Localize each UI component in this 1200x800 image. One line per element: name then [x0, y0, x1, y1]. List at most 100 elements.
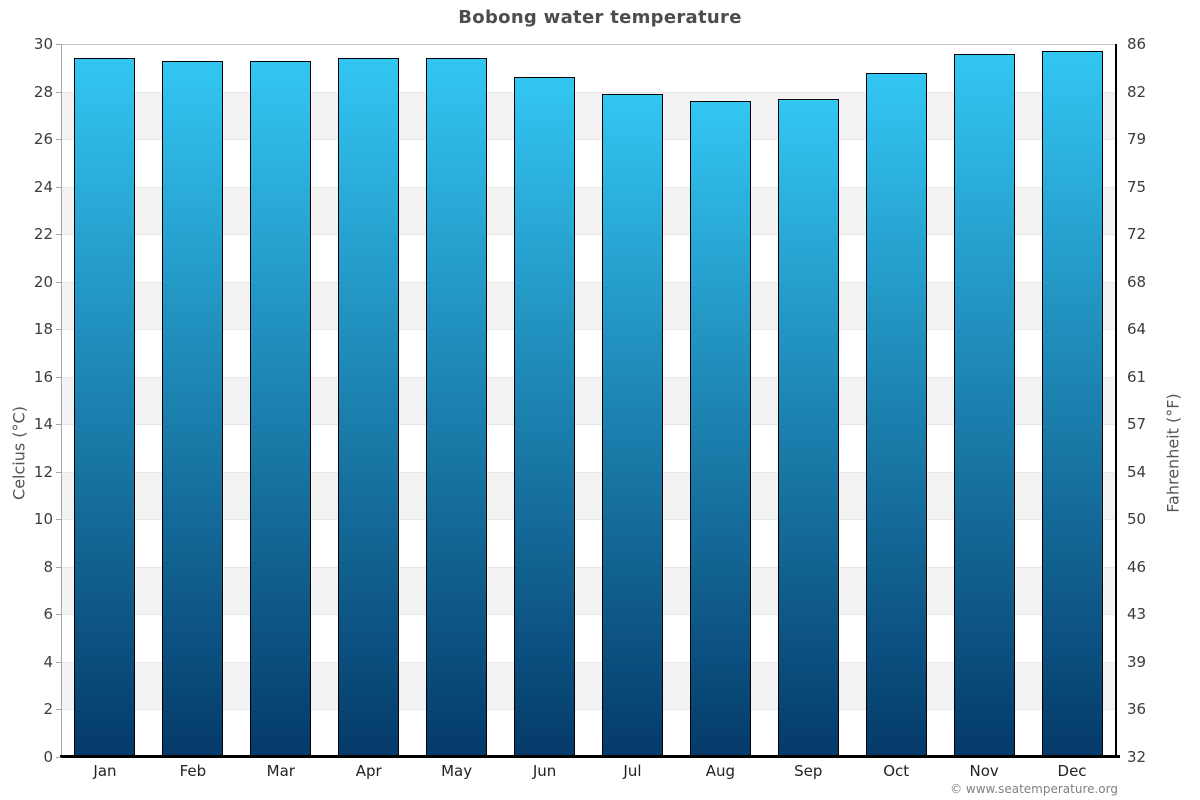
bar-mar[interactable]: [250, 60, 312, 757]
gridline: [61, 234, 1116, 236]
y-tick-label-right: 61: [1127, 367, 1147, 386]
bar-may[interactable]: [426, 58, 488, 757]
bar-feb[interactable]: [162, 60, 224, 757]
bar-nov[interactable]: [953, 53, 1015, 757]
y-tick-mark-left: [56, 424, 61, 426]
bar-jun[interactable]: [514, 77, 576, 757]
gridline: [61, 91, 1116, 93]
y-tick-mark-left: [56, 614, 61, 616]
bar-jul[interactable]: [601, 93, 663, 757]
gridline: [61, 519, 1116, 521]
grid-band: [61, 376, 1116, 425]
x-axis-line: [60, 755, 1120, 758]
gridline: [61, 186, 1116, 188]
plot-area: [61, 44, 1116, 757]
y-tick-label-right: 75: [1127, 177, 1147, 196]
y-tick-label-left: 26: [33, 130, 53, 149]
y-axis-right-line: [1115, 44, 1117, 757]
gridline: [61, 709, 1116, 711]
chart-title: Bobong water temperature: [458, 7, 742, 28]
y-axis-right-title: Fahrenheit (°F): [1163, 393, 1183, 513]
x-tick-label-apr: Apr: [355, 762, 382, 780]
x-tick-label-jun: Jun: [532, 762, 557, 780]
y-tick-label-left: 18: [33, 320, 53, 339]
y-tick-mark-left: [56, 91, 61, 93]
x-tick-label-sep: Sep: [794, 762, 823, 780]
y-tick-label-left: 12: [33, 462, 53, 481]
grid-band: [61, 186, 1116, 235]
gridline: [61, 471, 1116, 473]
grid-band: [61, 91, 1116, 140]
y-tick-label-right: 72: [1127, 225, 1147, 244]
y-tick-label-left: 0: [43, 748, 53, 766]
bar-oct[interactable]: [865, 72, 927, 757]
x-tick-label-mar: Mar: [266, 762, 295, 780]
gridline: [61, 281, 1116, 283]
x-tick-label-jul: Jul: [623, 762, 642, 780]
x-tick-label-feb: Feb: [179, 762, 207, 780]
gridline: [61, 139, 1116, 141]
y-tick-label-left: 24: [33, 177, 53, 196]
y-tick-label-left: 8: [43, 557, 53, 576]
grid-band: [61, 661, 1116, 710]
y-tick-mark-left: [56, 44, 61, 45]
y-tick-mark-left: [56, 234, 61, 236]
y-tick-mark-left: [56, 281, 61, 283]
gridline: [61, 424, 1116, 426]
y-tick-mark-left: [56, 139, 61, 141]
y-tick-label-right: 64: [1127, 320, 1147, 339]
copyright-text: © www.seatemperature.org: [950, 782, 1118, 796]
y-tick-label-left: 30: [33, 35, 53, 53]
gridline: [61, 566, 1116, 568]
y-tick-label-right: 79: [1127, 130, 1147, 149]
x-tick-label-oct: Oct: [883, 762, 910, 780]
bar-jan[interactable]: [74, 58, 136, 757]
y-tick-label-left: 22: [33, 225, 53, 244]
y-tick-label-left: 4: [43, 652, 53, 671]
x-tick-label-may: May: [441, 762, 473, 780]
bar-aug[interactable]: [689, 101, 751, 757]
grid-band: [61, 471, 1116, 520]
x-tick-label-aug: Aug: [705, 762, 736, 780]
y-tick-mark-left: [56, 757, 61, 758]
y-tick-label-left: 2: [43, 700, 53, 719]
y-tick-label-right: 57: [1127, 415, 1147, 434]
y-tick-label-right: 36: [1127, 700, 1147, 719]
y-tick-label-right: 86: [1127, 35, 1147, 53]
y-tick-label-right: 46: [1127, 557, 1147, 576]
y-tick-mark-left: [56, 566, 61, 568]
y-tick-label-right: 32: [1127, 748, 1147, 766]
y-tick-mark-left: [56, 186, 61, 188]
y-tick-mark-left: [56, 709, 61, 711]
y-tick-label-left: 28: [33, 82, 53, 101]
y-tick-mark-left: [56, 329, 61, 331]
y-axis-left-line: [61, 44, 62, 757]
bar-dec[interactable]: [1041, 51, 1103, 757]
x-tick-label-dec: Dec: [1057, 762, 1087, 780]
gridline: [61, 376, 1116, 378]
x-tick-label-jan: Jan: [93, 762, 117, 780]
bar-apr[interactable]: [338, 58, 400, 757]
y-tick-label-right: 43: [1127, 605, 1147, 624]
y-tick-label-left: 14: [33, 415, 53, 434]
y-tick-label-right: 82: [1127, 82, 1147, 101]
y-tick-label-right: 54: [1127, 462, 1147, 481]
y-tick-mark-left: [56, 376, 61, 378]
y-tick-label-right: 39: [1127, 652, 1147, 671]
y-tick-label-left: 6: [43, 605, 53, 624]
y-tick-label-right: 50: [1127, 510, 1147, 529]
y-tick-label-left: 16: [33, 367, 53, 386]
grid-band: [61, 566, 1116, 615]
gridline: [61, 661, 1116, 663]
y-tick-label-left: 10: [33, 510, 53, 529]
gridline: [61, 329, 1116, 331]
x-tick-label-nov: Nov: [969, 762, 999, 780]
y-tick-mark-left: [56, 471, 61, 473]
y-tick-label-left: 20: [33, 272, 53, 291]
gridline: [61, 44, 1116, 45]
y-tick-label-right: 68: [1127, 272, 1147, 291]
bar-sep[interactable]: [777, 98, 839, 757]
y-tick-mark-left: [56, 661, 61, 663]
gridline: [61, 614, 1116, 616]
